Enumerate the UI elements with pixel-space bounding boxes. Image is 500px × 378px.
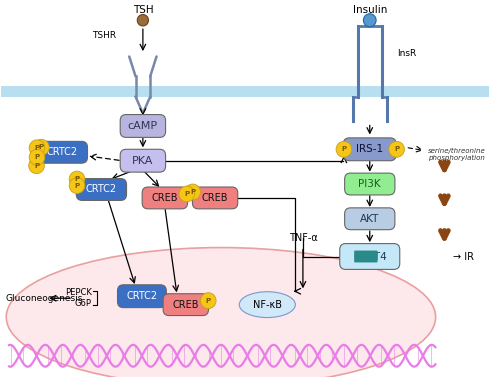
Text: PI3K: PI3K bbox=[358, 179, 381, 189]
Text: serine/threonine
phosphorylation: serine/threonine phosphorylation bbox=[428, 148, 486, 161]
Text: CREB: CREB bbox=[172, 300, 199, 310]
FancyBboxPatch shape bbox=[340, 243, 400, 270]
Text: P: P bbox=[206, 297, 211, 304]
FancyBboxPatch shape bbox=[118, 285, 166, 308]
Text: AKT: AKT bbox=[360, 214, 380, 224]
FancyBboxPatch shape bbox=[76, 178, 126, 200]
Text: → IR: → IR bbox=[452, 251, 473, 262]
Text: PKA: PKA bbox=[132, 156, 154, 166]
FancyBboxPatch shape bbox=[120, 149, 166, 172]
Text: CREB: CREB bbox=[202, 193, 228, 203]
Text: CRTC2: CRTC2 bbox=[126, 291, 158, 301]
Text: CREB: CREB bbox=[152, 193, 178, 203]
FancyBboxPatch shape bbox=[163, 294, 208, 316]
Text: NF-κB: NF-κB bbox=[253, 300, 282, 310]
Circle shape bbox=[179, 186, 194, 202]
FancyBboxPatch shape bbox=[142, 187, 188, 209]
Circle shape bbox=[34, 139, 49, 155]
FancyBboxPatch shape bbox=[354, 251, 378, 262]
Circle shape bbox=[29, 140, 45, 156]
Circle shape bbox=[138, 14, 148, 26]
Text: cAMP: cAMP bbox=[128, 121, 158, 131]
FancyBboxPatch shape bbox=[344, 208, 395, 230]
FancyBboxPatch shape bbox=[192, 187, 238, 209]
Circle shape bbox=[69, 178, 85, 194]
Text: PEPCK
G6P: PEPCK G6P bbox=[65, 288, 92, 308]
FancyBboxPatch shape bbox=[38, 141, 88, 163]
Text: P: P bbox=[34, 163, 39, 169]
Text: P: P bbox=[342, 146, 346, 152]
Text: P: P bbox=[34, 145, 40, 151]
Circle shape bbox=[200, 293, 216, 308]
Circle shape bbox=[336, 141, 351, 157]
Circle shape bbox=[69, 171, 85, 187]
Ellipse shape bbox=[6, 248, 436, 378]
Circle shape bbox=[185, 184, 200, 200]
Circle shape bbox=[29, 149, 45, 165]
Text: IRS-1: IRS-1 bbox=[356, 144, 384, 154]
Text: P: P bbox=[190, 189, 195, 195]
Text: P: P bbox=[394, 146, 399, 152]
FancyBboxPatch shape bbox=[344, 173, 395, 195]
Text: TSH: TSH bbox=[132, 5, 153, 15]
Bar bbox=[2, 86, 490, 97]
Text: P: P bbox=[74, 176, 80, 182]
Text: InsR: InsR bbox=[396, 48, 416, 57]
FancyBboxPatch shape bbox=[344, 138, 396, 161]
Ellipse shape bbox=[239, 292, 296, 318]
Text: Gluconeogenesis: Gluconeogenesis bbox=[6, 294, 82, 303]
Circle shape bbox=[28, 158, 44, 174]
Circle shape bbox=[364, 14, 376, 27]
Text: GLUT4: GLUT4 bbox=[353, 251, 386, 262]
Text: P: P bbox=[74, 183, 80, 189]
Text: P: P bbox=[39, 144, 44, 150]
Text: CRTC2: CRTC2 bbox=[47, 147, 78, 157]
Text: Insulin: Insulin bbox=[352, 5, 387, 15]
Text: CRTC2: CRTC2 bbox=[86, 184, 117, 195]
Text: P: P bbox=[34, 154, 40, 160]
Text: TNF-α: TNF-α bbox=[288, 232, 318, 243]
Circle shape bbox=[389, 141, 404, 157]
Text: TSHR: TSHR bbox=[92, 31, 116, 40]
Text: P: P bbox=[184, 191, 190, 197]
FancyBboxPatch shape bbox=[120, 115, 166, 137]
